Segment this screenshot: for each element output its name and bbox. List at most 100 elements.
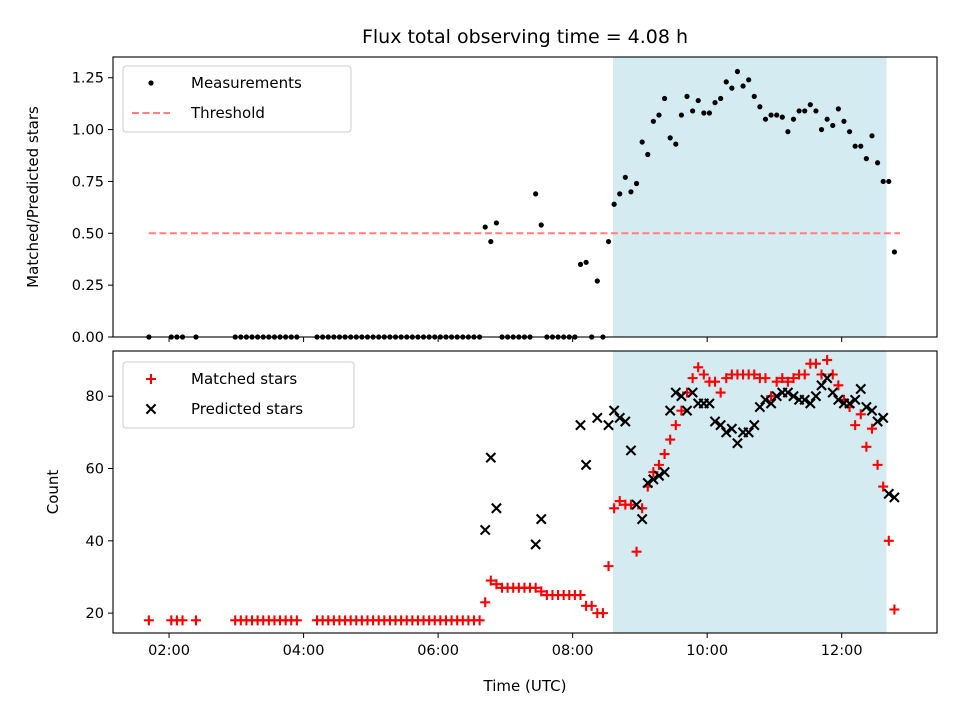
data-point [869,133,875,139]
series-1 [479,372,900,550]
data-point [855,383,867,395]
data-point [804,398,816,409]
data-point [690,108,696,114]
data-point [874,160,881,166]
x-axis-label: Time (UTC) [483,677,567,695]
legend: Matched stars Predicted stars [122,361,355,429]
data-point [709,416,721,427]
legend-label: Predicted stars [191,400,303,418]
data-point [701,110,707,116]
data-point [810,358,821,369]
data-point [889,492,900,503]
legend-label: Measurements [191,74,302,92]
data-point [850,420,861,431]
data-point [729,85,735,91]
data-point [715,387,726,398]
data-point [718,95,724,102]
legend-marker [146,374,156,384]
data-point [762,116,769,122]
data-point [488,238,494,245]
data-point [681,405,693,416]
data-point [177,615,188,626]
data-point [807,102,813,108]
data-point [653,470,665,482]
observing-window-span [613,57,887,337]
data-point [721,373,732,384]
data-point [485,452,497,463]
data-point [586,600,597,611]
data-point [190,615,201,626]
x-tick-label: 06:00 [417,643,459,659]
data-point [891,249,897,255]
data-point [886,178,892,185]
data-point [855,409,866,420]
data-point [687,373,698,384]
data-point [665,434,676,445]
x-tick-label: 02:00 [148,643,190,659]
data-point [880,178,886,185]
data-point [771,376,782,387]
data-point [835,106,841,112]
data-point [597,608,608,619]
data-point [846,129,853,135]
data-point [538,222,544,228]
data-point [695,97,701,104]
series-0 [143,355,900,626]
legend-box [122,65,352,133]
data-point [656,112,662,118]
data-point [479,524,491,536]
data-point [883,535,894,546]
data-point [768,112,774,118]
data-point [533,191,539,197]
y-tick-label: 0.25 [72,278,104,294]
data-point [480,597,491,608]
data-point [726,423,738,435]
data-point [799,394,811,406]
data-point [575,419,586,431]
data-point [774,112,780,118]
data-point [667,135,673,141]
y-tick-label: 1.25 [72,71,104,87]
data-point [830,122,836,129]
data-point [748,419,760,431]
data-point [827,387,839,398]
data-point [575,590,586,601]
data-point [765,398,777,409]
data-point [872,416,883,427]
data-point [788,373,799,384]
data-point [877,412,889,424]
axes-frame [112,56,938,338]
data-point [676,390,687,402]
data-point [482,224,488,230]
y-tick-label: 0.75 [72,174,104,190]
y-tick-label: 1.00 [72,123,104,139]
data-point [861,401,872,413]
bottom-panel: 20 40 60 80 02:00 04:00 06:00 08:00 10:00 12:00 Co… [44,350,938,695]
data-point [760,394,771,406]
data-point [530,539,541,550]
data-point [771,390,783,402]
data-point [653,459,664,470]
data-point [782,387,794,398]
data-point [866,423,877,434]
data-point [659,466,670,478]
data-point [866,405,878,416]
data-point [603,561,614,572]
data-point [751,93,757,100]
data-point [720,427,732,438]
data-point [749,369,760,380]
data-point [788,390,799,402]
data-point [577,261,584,268]
data-point [757,104,763,110]
data-point [818,126,825,133]
data-point [639,139,645,145]
data-point [802,108,808,114]
data-point [810,390,822,402]
data-point [580,459,592,471]
data-point [485,575,496,586]
x-tick-label: 08:00 [552,643,594,659]
data-point [622,174,628,180]
data-point [821,372,833,384]
data-point [535,513,547,525]
data-point [687,387,698,398]
